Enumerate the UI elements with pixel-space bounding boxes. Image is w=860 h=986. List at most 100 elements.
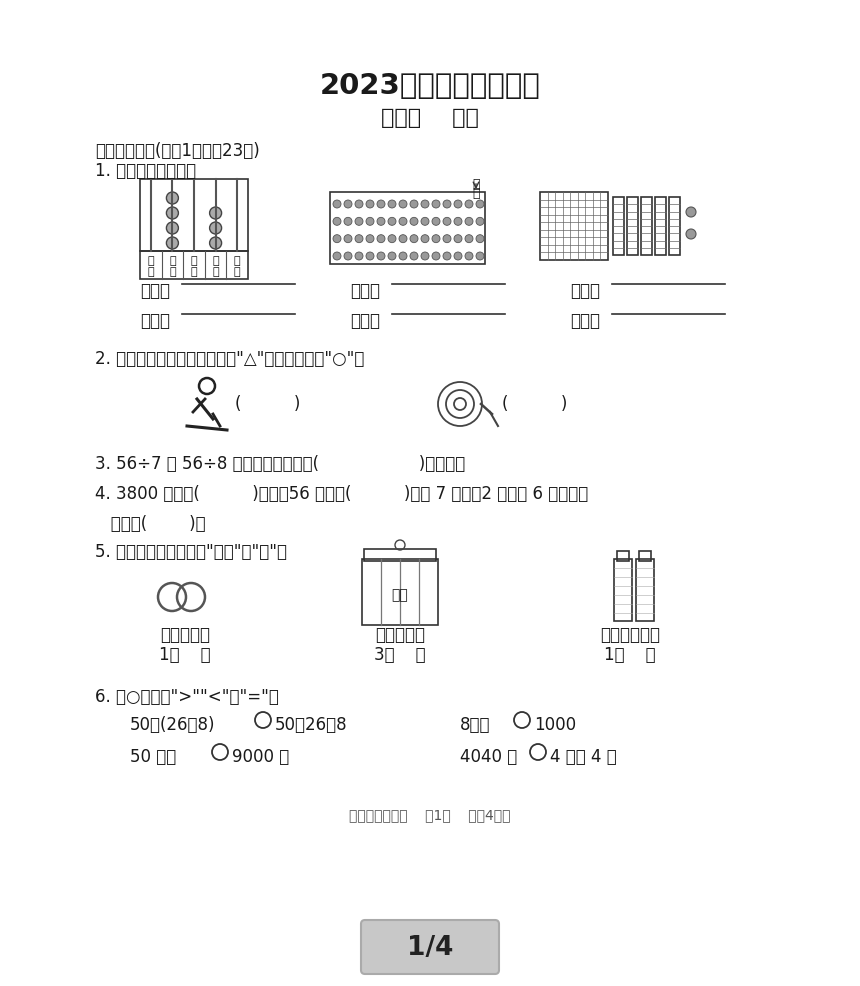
Circle shape — [388, 252, 396, 260]
Text: 50 千克: 50 千克 — [130, 747, 176, 765]
Circle shape — [432, 252, 440, 260]
Circle shape — [366, 236, 374, 244]
Text: 的数是(        )。: 的数是( )。 — [95, 515, 206, 532]
Text: (          ): ( ) — [235, 394, 300, 412]
Circle shape — [454, 252, 462, 260]
Text: 位: 位 — [234, 267, 241, 277]
Text: 二年级数学试卷    第1页    （共4页）: 二年级数学试卷 第1页 （共4页） — [349, 808, 511, 821]
Bar — [140, 179, 248, 251]
Text: 读作：: 读作： — [350, 312, 380, 329]
Circle shape — [454, 201, 462, 209]
Circle shape — [432, 201, 440, 209]
Circle shape — [686, 208, 696, 218]
Circle shape — [366, 218, 374, 226]
Text: 写作：: 写作： — [570, 282, 600, 300]
Circle shape — [410, 201, 418, 209]
Text: 万: 万 — [147, 255, 154, 266]
Text: 位: 位 — [191, 267, 197, 277]
Circle shape — [355, 236, 363, 244]
Text: 50－26＋8: 50－26＋8 — [275, 715, 347, 734]
Text: 50－(26－8): 50－(26－8) — [130, 715, 216, 734]
Text: 位: 位 — [212, 267, 219, 277]
Bar — [636, 559, 654, 621]
Text: 9000 克: 9000 克 — [232, 747, 289, 765]
Circle shape — [465, 236, 473, 244]
Circle shape — [465, 201, 473, 209]
Text: 8个百: 8个百 — [460, 715, 490, 734]
Circle shape — [377, 201, 385, 209]
Bar — [364, 549, 436, 561]
Circle shape — [443, 236, 451, 244]
Bar — [617, 551, 629, 561]
Circle shape — [355, 218, 363, 226]
Circle shape — [410, 252, 418, 260]
Bar — [613, 198, 624, 255]
Circle shape — [333, 218, 341, 226]
Circle shape — [210, 223, 222, 235]
Circle shape — [388, 236, 396, 244]
Circle shape — [344, 201, 352, 209]
Circle shape — [166, 223, 178, 235]
Text: 2. 下面的现象中，是平移的画"△"，是旋转的画"○"。: 2. 下面的现象中，是平移的画"△"，是旋转的画"○"。 — [95, 350, 365, 368]
Bar — [614, 559, 632, 621]
Text: 3（    ）: 3（ ） — [374, 646, 426, 664]
Circle shape — [454, 218, 462, 226]
Circle shape — [210, 238, 222, 249]
Bar — [641, 198, 652, 255]
FancyBboxPatch shape — [361, 920, 499, 974]
Circle shape — [166, 193, 178, 205]
Circle shape — [355, 201, 363, 209]
Circle shape — [377, 218, 385, 226]
Circle shape — [377, 236, 385, 244]
Circle shape — [333, 252, 341, 260]
Circle shape — [476, 236, 484, 244]
Circle shape — [421, 236, 429, 244]
Text: 两粒黄豆重: 两粒黄豆重 — [160, 625, 210, 643]
Circle shape — [355, 252, 363, 260]
Text: 1（    ）: 1（ ） — [605, 646, 656, 664]
Text: 5. 在下面的括号里填上"千克"或"克"。: 5. 在下面的括号里填上"千克"或"克"。 — [95, 542, 287, 560]
Circle shape — [388, 201, 396, 209]
Bar — [330, 193, 485, 264]
Text: 读作：: 读作： — [570, 312, 600, 329]
Bar — [627, 198, 638, 255]
Circle shape — [377, 252, 385, 260]
Text: 个: 个 — [472, 177, 480, 191]
Circle shape — [399, 201, 407, 209]
Circle shape — [333, 201, 341, 209]
Text: 6. 在○里填上">""<"或"="。: 6. 在○里填上">""<"或"="。 — [95, 687, 279, 705]
Text: 1/4: 1/4 — [407, 934, 453, 960]
Text: 2023年上学期期末练习: 2023年上学期期末练习 — [320, 72, 540, 100]
Text: 牛奶: 牛奶 — [391, 588, 408, 601]
Circle shape — [686, 230, 696, 240]
Circle shape — [432, 218, 440, 226]
Text: 1000: 1000 — [534, 715, 576, 734]
Text: 十: 十 — [212, 255, 219, 266]
Text: 位: 位 — [147, 267, 154, 277]
Circle shape — [344, 252, 352, 260]
Circle shape — [333, 236, 341, 244]
Circle shape — [476, 218, 484, 226]
Circle shape — [344, 218, 352, 226]
Bar — [362, 559, 438, 625]
Text: 一、我会填。(每空1分，共23分): 一、我会填。(每空1分，共23分) — [95, 142, 260, 160]
Bar — [669, 198, 680, 255]
Circle shape — [454, 236, 462, 244]
Circle shape — [410, 236, 418, 244]
Circle shape — [399, 236, 407, 244]
Circle shape — [443, 252, 451, 260]
Bar — [655, 198, 666, 255]
Text: 4 千克 4 克: 4 千克 4 克 — [550, 747, 617, 765]
Bar — [540, 193, 608, 260]
Text: 4040 克: 4040 克 — [460, 747, 517, 765]
Circle shape — [465, 218, 473, 226]
Text: 两瓶矿泉水重: 两瓶矿泉水重 — [600, 625, 660, 643]
Circle shape — [166, 208, 178, 220]
Circle shape — [410, 218, 418, 226]
Text: 位: 位 — [169, 267, 175, 277]
Circle shape — [344, 236, 352, 244]
Circle shape — [399, 218, 407, 226]
Text: 3. 56÷7 和 56÷8 都可以用乘法口诀(                   )来计算。: 3. 56÷7 和 56÷8 都可以用乘法口诀( )来计算。 — [95, 455, 465, 472]
Text: (          ): ( ) — [502, 394, 568, 412]
Text: 千: 千 — [169, 255, 175, 266]
